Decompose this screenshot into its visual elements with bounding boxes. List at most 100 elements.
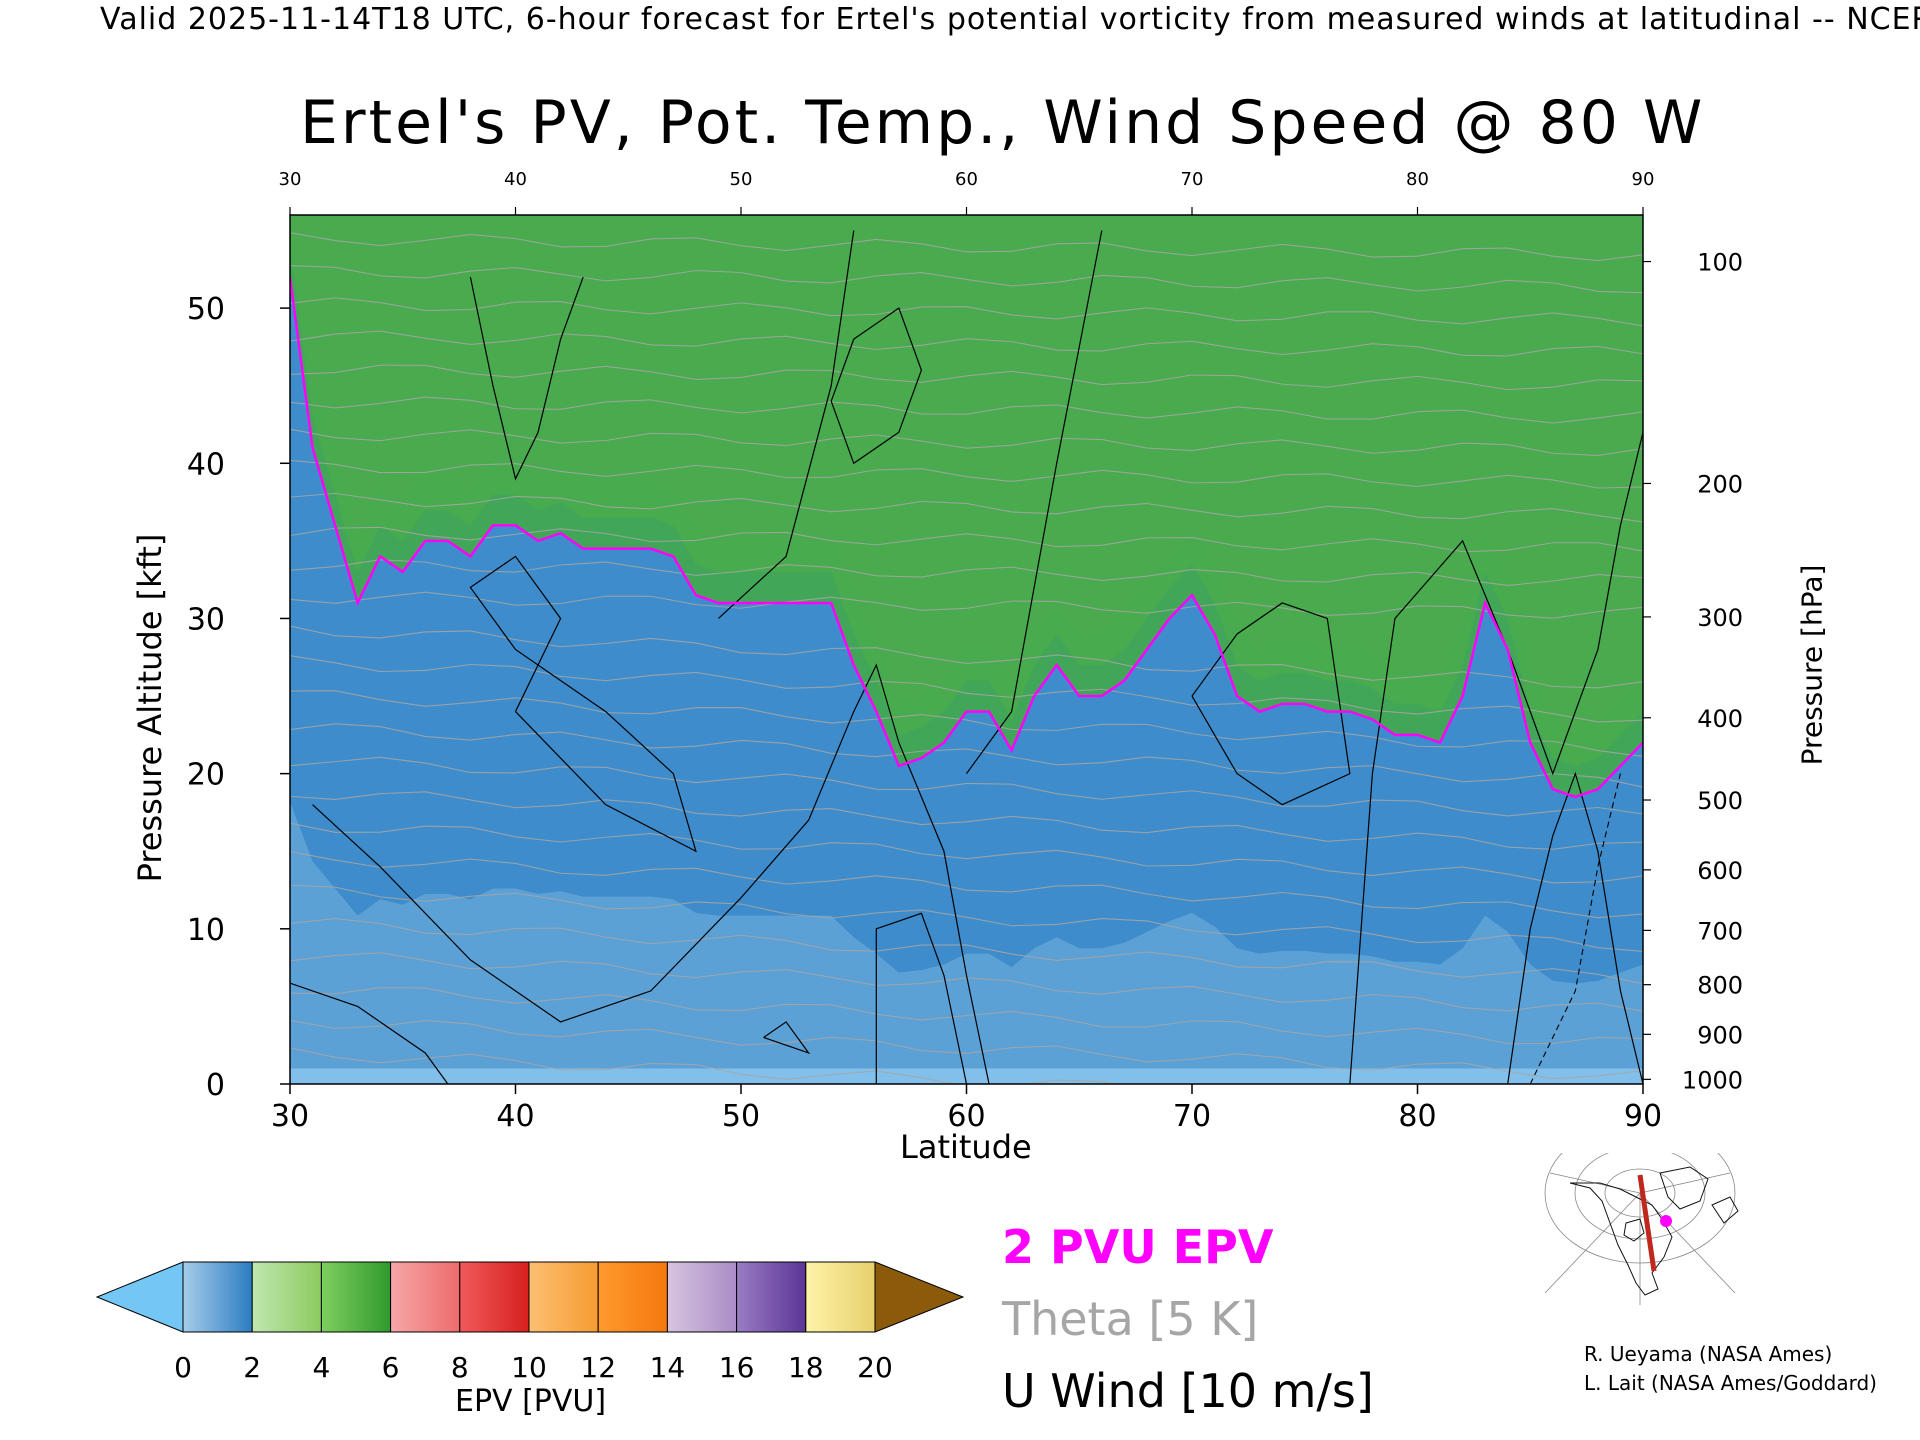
y-left-tick-label: 10 bbox=[187, 913, 225, 948]
y-axis-right-label: Pressure [hPa] bbox=[1795, 564, 1829, 766]
x-axis-label: Latitude bbox=[900, 1128, 1032, 1166]
y-axis-right: 100 200 300 400 500 600 700 800 900 1000 bbox=[1643, 249, 1743, 1094]
epv-colorbar: 0 2 4 6 8 10 12 14 16 18 20 bbox=[95, 1261, 965, 1384]
theta-contour-16 bbox=[290, 526, 1643, 553]
theta-contour-23 bbox=[290, 297, 1643, 327]
colorbar-high-extend bbox=[874, 1261, 965, 1333]
colorbar-tick-label: 4 bbox=[312, 1351, 330, 1384]
x-tick-label: 40 bbox=[496, 1099, 534, 1134]
pv2-tropopause-line bbox=[290, 276, 1643, 799]
colorbar-low-extend bbox=[95, 1261, 184, 1333]
theta-contour-2 bbox=[290, 987, 1643, 1045]
legend-pv-entry: 2 PVU EPV bbox=[1002, 1220, 1274, 1274]
theta-contour-4 bbox=[290, 917, 1643, 985]
theta-contour-22 bbox=[290, 330, 1643, 357]
theta-contour-14 bbox=[290, 591, 1643, 619]
location-marker bbox=[1660, 1215, 1672, 1227]
y-right-tick-label: 800 bbox=[1697, 972, 1743, 1000]
u-wind-contour-10 bbox=[830, 307, 923, 465]
y-right-tick-label: 200 bbox=[1697, 470, 1743, 498]
x-tick-label: 90 bbox=[1624, 1099, 1662, 1134]
colorbar-bin-6 bbox=[597, 1261, 668, 1333]
u-wind-contour-4 bbox=[875, 912, 968, 1084]
theta-contour-7 bbox=[290, 822, 1643, 884]
y-right-tick-label: 1000 bbox=[1682, 1066, 1743, 1094]
theta-contour-12 bbox=[290, 655, 1643, 723]
x-tick-label: 50 bbox=[722, 1099, 760, 1134]
x-tick-label: 60 bbox=[947, 1099, 985, 1134]
x-tick-label: 30 bbox=[271, 1099, 309, 1134]
x-top-tick-label: 90 bbox=[1632, 169, 1655, 190]
y-right-tick-label: 400 bbox=[1697, 705, 1743, 733]
u-wind-contour-9 bbox=[1507, 771, 1643, 1084]
x-tick-label: 80 bbox=[1398, 1099, 1436, 1134]
colorbar-bin-4 bbox=[459, 1261, 530, 1333]
colorbar-tick-label: 0 bbox=[174, 1351, 192, 1384]
y-right-tick-label: 900 bbox=[1697, 1021, 1743, 1049]
theta-contours bbox=[290, 232, 1643, 1084]
y-right-tick-label: 300 bbox=[1697, 604, 1743, 632]
x-top-tick-label: 40 bbox=[504, 169, 527, 190]
theta-contour-13 bbox=[290, 625, 1643, 689]
y-left-tick-label: 50 bbox=[187, 292, 225, 327]
theta-contour-20 bbox=[290, 396, 1643, 424]
colorbar-bin-8 bbox=[736, 1261, 807, 1333]
y-right-tick-label: 100 bbox=[1697, 249, 1743, 277]
theta-contour-18 bbox=[290, 459, 1643, 489]
y-left-tick-label: 40 bbox=[187, 447, 225, 482]
pv-band-surface bbox=[290, 1068, 1643, 1084]
u-wind-contour-1 bbox=[312, 663, 990, 1084]
theta-contour-0 bbox=[290, 1047, 1116, 1084]
theta-contour-17 bbox=[290, 492, 1643, 523]
colorbar-label: EPV [PVU] bbox=[455, 1384, 607, 1419]
colorbar-tick-label: 12 bbox=[580, 1351, 616, 1384]
theta-contour-1 bbox=[290, 1019, 1643, 1080]
theta-contour-5 bbox=[290, 884, 1643, 953]
colorbar-bin-1 bbox=[251, 1261, 322, 1333]
theta-contour-10 bbox=[290, 723, 1643, 788]
colorbar-bin-0 bbox=[182, 1261, 253, 1333]
y-axis-left: 0 10 20 30 40 50 bbox=[187, 292, 290, 1103]
u-wind-contour-6 bbox=[718, 230, 855, 619]
colorbar-bin-9 bbox=[805, 1261, 876, 1333]
colorbar-tick-label: 8 bbox=[451, 1351, 469, 1384]
pv-band-lower-troposphere bbox=[290, 801, 1643, 1084]
x-top-tick-label: 30 bbox=[279, 169, 302, 190]
theta-contour-6 bbox=[290, 850, 1643, 919]
u-wind-contour-5 bbox=[1191, 602, 1351, 806]
colorbar-bin-3 bbox=[390, 1261, 461, 1333]
y-left-tick-label: 0 bbox=[206, 1068, 225, 1103]
y-right-tick-label: 700 bbox=[1697, 917, 1743, 945]
u-wind-contour-7 bbox=[966, 230, 1103, 774]
colorbar-tick-label: 10 bbox=[511, 1351, 547, 1384]
valid-time-header: Valid 2025-11-14T18 UTC, 6-hour forecast… bbox=[100, 2, 1920, 37]
u-wind-contour-3 bbox=[763, 1021, 811, 1055]
u-wind-contour-2 bbox=[469, 555, 697, 853]
colorbar-bin-7 bbox=[666, 1261, 738, 1333]
coastline-hudson-bay bbox=[1623, 1218, 1645, 1242]
u-wind-contour-negative bbox=[1529, 773, 1621, 1084]
x-tick-label: 70 bbox=[1173, 1099, 1211, 1134]
y-axis-left-label: Pressure Altitude [kft] bbox=[131, 533, 169, 883]
colorbar-tick-label: 20 bbox=[857, 1351, 893, 1384]
x-axis: 30 40 50 60 70 80 90 bbox=[271, 1084, 1662, 1134]
x-axis-top: 30 40 50 60 70 80 90 bbox=[279, 169, 1655, 215]
colorbar-tick-label: 6 bbox=[382, 1351, 400, 1384]
u-wind-contour-0 bbox=[290, 982, 449, 1084]
x-top-tick-label: 50 bbox=[730, 169, 753, 190]
colorbar-bin-2 bbox=[320, 1261, 392, 1333]
location-map-inset bbox=[1540, 1153, 1740, 1305]
theta-contour-21 bbox=[290, 364, 1643, 391]
theta-contour-15 bbox=[290, 559, 1643, 586]
coastline-greenland bbox=[1659, 1166, 1709, 1210]
x-top-tick-label: 70 bbox=[1181, 169, 1204, 190]
theta-contour-19 bbox=[290, 428, 1643, 457]
x-top-tick-label: 60 bbox=[955, 169, 978, 190]
credit-line-2: L. Lait (NASA Ames/Goddard) bbox=[1584, 1371, 1877, 1395]
coastline-europe bbox=[1711, 1196, 1739, 1224]
pv-band-troposphere bbox=[290, 277, 1643, 1084]
colorbar-tick-label: 2 bbox=[243, 1351, 261, 1384]
pv-color-bands bbox=[290, 215, 1643, 1084]
colorbar-bin-5 bbox=[528, 1261, 599, 1333]
